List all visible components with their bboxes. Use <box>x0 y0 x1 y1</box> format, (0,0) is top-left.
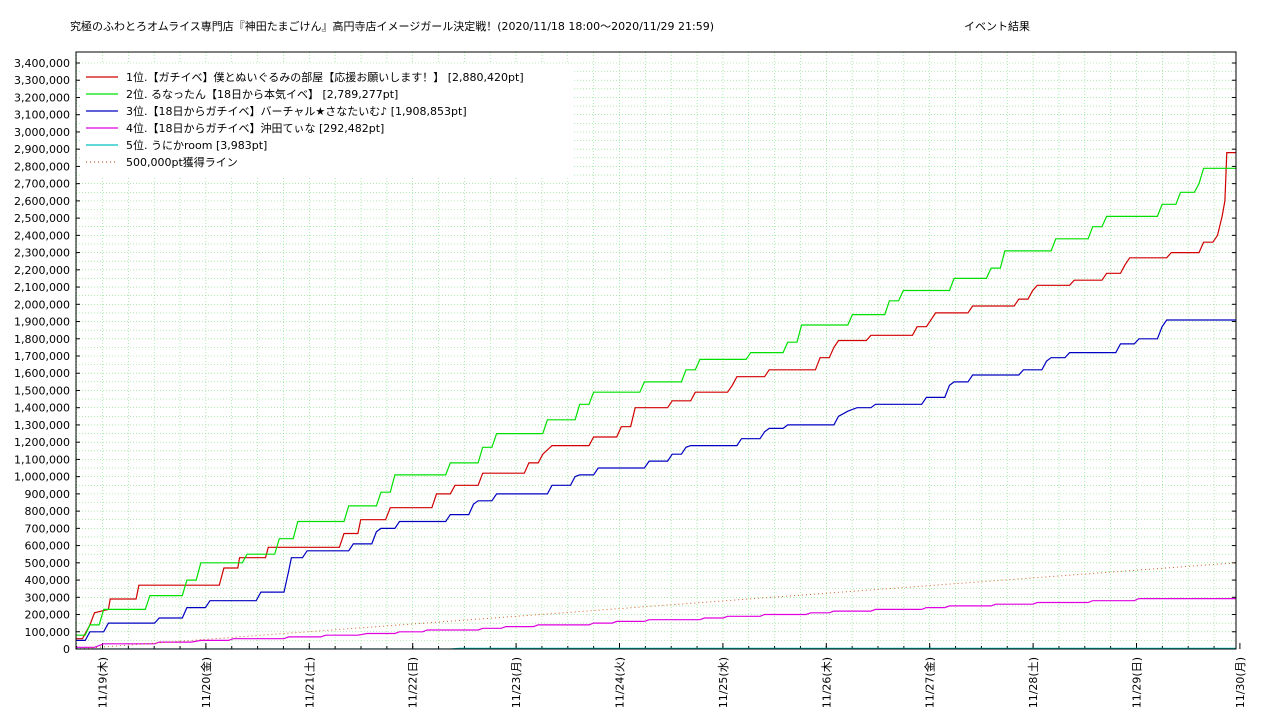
y-tick-label: 2,500,000 <box>14 212 70 225</box>
series-line-3 <box>76 319 1236 641</box>
y-tick-label: 2,700,000 <box>14 178 70 191</box>
y-tick-label: 2,400,000 <box>14 229 70 242</box>
y-tick-label: 200,000 <box>25 609 71 622</box>
y-tick-label: 300,000 <box>25 591 71 604</box>
legend-label: 2位. るなったん【18日から本気イベ】 [2,789,277pt] <box>126 87 398 101</box>
y-tick-label: 2,300,000 <box>14 247 70 260</box>
series-lines <box>76 152 1236 649</box>
y-tick-label: 500,000 <box>25 557 71 570</box>
y-tick-label: 1,700,000 <box>14 350 70 363</box>
y-tick-label: 1,800,000 <box>14 333 70 346</box>
series-line-4 <box>76 598 1236 648</box>
legend-label: 3位.【18日からガチイベ】バーチャル★さなたいむ♪ [1,908,853pt] <box>126 104 467 118</box>
legend-label: 500,000pt獲得ライン <box>126 156 238 169</box>
series-line-2 <box>76 167 1236 636</box>
x-tick-label: 11/28(土) <box>1027 657 1040 708</box>
y-tick-label: 2,100,000 <box>14 281 70 294</box>
y-tick-label: 700,000 <box>25 522 71 535</box>
y-tick-label: 1,900,000 <box>14 316 70 329</box>
series-line-1 <box>76 152 1236 640</box>
y-tick-label: 1,300,000 <box>14 419 70 432</box>
y-tick-label: 3,200,000 <box>14 91 70 104</box>
x-tick-label: 11/27(金) <box>923 657 937 708</box>
y-tick-label: 1,200,000 <box>14 436 70 449</box>
x-tick-label: 11/24(火) <box>614 657 627 708</box>
y-tick-label: 3,400,000 <box>14 57 70 70</box>
y-tick-label: 2,000,000 <box>14 298 70 311</box>
y-tick-label: 1,600,000 <box>14 367 70 380</box>
x-tick-label: 11/26(木) <box>820 657 833 708</box>
x-tick-label: 11/21(土) <box>303 657 316 708</box>
y-tick-label: 0 <box>63 643 70 656</box>
y-tick-label: 3,000,000 <box>14 126 70 139</box>
y-tick-label: 2,900,000 <box>14 143 70 156</box>
x-tick-label: 11/29(日) <box>1131 657 1144 708</box>
y-tick-label: 1,400,000 <box>14 402 70 415</box>
y-tick-label: 3,100,000 <box>14 109 70 122</box>
x-tick-label: 11/23(月) <box>510 657 523 708</box>
legend-label: 1位.【ガチイベ】僕とぬいぐるみの部屋【応援お願いします！】 [2,880,42… <box>126 70 524 84</box>
legend-box <box>80 64 572 176</box>
x-tick-label: 11/22(日) <box>407 657 420 708</box>
legend: 1位.【ガチイベ】僕とぬいぐるみの部屋【応援お願いします！】 [2,880,42… <box>80 64 572 176</box>
y-tick-label: 900,000 <box>25 488 71 501</box>
x-tick-label: 11/20(金) <box>199 657 213 708</box>
x-tick-label: 11/30(月) <box>1234 657 1247 708</box>
y-tick-label: 3,300,000 <box>14 74 70 87</box>
x-axis: 11/19(木) 11/20(金) 11/21(土) 11/22(日) 11/23(月)… <box>76 643 1247 708</box>
plot-frame <box>75 51 1237 650</box>
y-axis: 0 100,000 200,000 300,000 400,000 500,000 600,… <box>14 57 1236 656</box>
y-tick-label: 2,200,000 <box>14 264 70 277</box>
y-tick-label: 1,100,000 <box>14 453 70 466</box>
y-tick-label: 2,800,000 <box>14 160 70 173</box>
y-tick-label: 400,000 <box>25 574 71 587</box>
y-tick-label: 100,000 <box>25 626 71 639</box>
y-tick-label: 1,500,000 <box>14 384 70 397</box>
x-tick-label: 11/25(水) <box>717 657 730 708</box>
y-tick-label: 800,000 <box>25 505 71 518</box>
y-tick-label: 600,000 <box>25 540 71 553</box>
y-tick-label: 1,000,000 <box>14 471 70 484</box>
chart-title: 究極のふわとろオムライス専門店『神田たまごけん』高円寺店イメージガール決定戦！(… <box>70 19 714 33</box>
y-tick-label: 2,600,000 <box>14 195 70 208</box>
legend-label: 4位.【18日からガチイベ】沖田てぃな [292,482pt] <box>126 121 384 135</box>
x-tick-label: 11/19(木) <box>97 657 110 708</box>
chart-subtitle: イベント結果 <box>964 19 1030 33</box>
legend-label: 5位. うにかroom [3,983pt] <box>126 138 267 152</box>
